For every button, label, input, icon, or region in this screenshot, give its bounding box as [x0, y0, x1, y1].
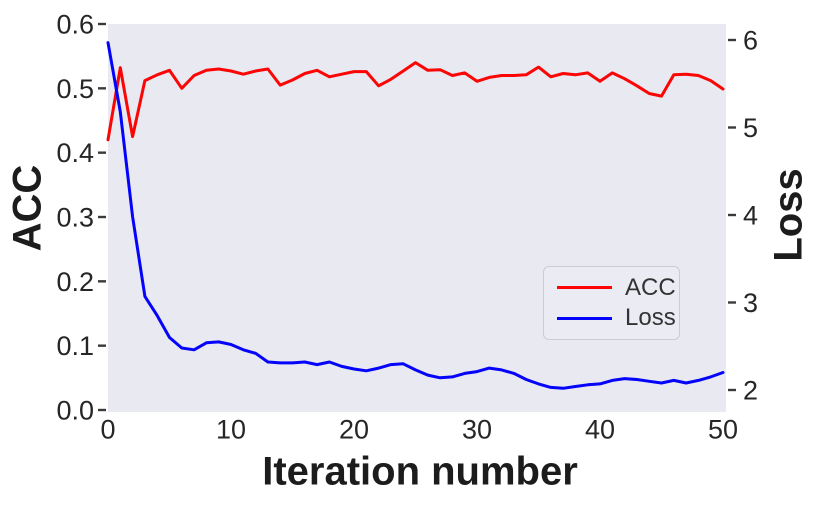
- acc-line-swatch: [557, 286, 612, 290]
- y-right-tick-label: 5: [743, 113, 758, 143]
- plot-background: [108, 24, 726, 412]
- y-left-axis-title: ACC: [5, 164, 50, 252]
- y-left-tick-label: 0.4: [56, 138, 94, 168]
- y-left-tick-label: 0.5: [56, 74, 94, 104]
- y-right-tick-label: 6: [743, 25, 758, 55]
- legend-label-acc: ACC: [625, 273, 676, 301]
- y-left-tick-label: 0.0: [56, 395, 94, 425]
- y-left-tick-label: 0.2: [56, 267, 94, 297]
- legend-label-loss: Loss: [625, 304, 676, 332]
- y-right-tick-label: 3: [743, 288, 758, 318]
- legend: ACC Loss: [543, 266, 680, 340]
- x-tick-label: 40: [585, 414, 615, 444]
- y-right-tick-label: 4: [743, 200, 758, 230]
- y-left-tick-label: 0.1: [56, 331, 94, 361]
- y-right-axis-title: Loss: [766, 168, 811, 262]
- acc-line: [106, 61, 725, 142]
- y-left-tick-label: 0.3: [56, 202, 94, 232]
- x-tick-label: 0: [100, 414, 115, 444]
- loss-line-swatch: [557, 316, 612, 320]
- loss-line: [106, 41, 725, 390]
- x-tick-label: 50: [708, 414, 738, 444]
- legend-entry-acc: ACC: [557, 275, 676, 300]
- y-left-tick-label: 0.6: [56, 9, 94, 39]
- legend-entry-loss: Loss: [557, 306, 676, 330]
- x-tick-label: 30: [462, 414, 492, 444]
- x-tick-label: 20: [339, 414, 369, 444]
- x-tick-label: 10: [216, 414, 246, 444]
- x-axis-title: Iteration number: [262, 449, 578, 494]
- y-right-tick-label: 2: [743, 375, 758, 405]
